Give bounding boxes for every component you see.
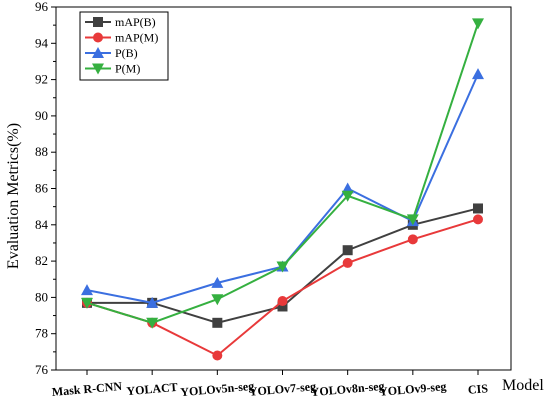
data-point: [407, 234, 418, 245]
y-tick-label: 88: [35, 144, 48, 159]
data-point: [341, 182, 354, 194]
x-tick-label: Mask R-CNN: [51, 379, 123, 399]
x-tick-label: YOLOv5n-seg: [180, 379, 255, 399]
legend-item: mAP(M): [85, 31, 158, 45]
data-point: [472, 18, 484, 30]
y-tick-label: 84: [35, 217, 49, 232]
legend-marker: [92, 63, 104, 75]
data-point: [276, 261, 289, 273]
x-tick-label: YOLOv7-seg: [248, 379, 316, 399]
legend-item: P(M): [85, 62, 140, 76]
y-axis: 76 78 80 82 84 86 88 90 92 94 96: [35, 0, 56, 377]
y-tick-label: 94: [35, 35, 49, 50]
y-tick-label: 90: [35, 108, 48, 123]
y-tick-label: 86: [35, 181, 49, 196]
y-tick-label: 82: [35, 253, 48, 268]
y-tick-label: 76: [35, 362, 49, 377]
series-line: [86, 218, 479, 357]
legend-label: P(B): [115, 46, 138, 60]
x-axis: Mask R-CNN YOLACT YOLOv5n-segYOLOv7-segYOL…: [51, 370, 489, 399]
data-point: [211, 276, 224, 288]
data-point: [212, 317, 223, 328]
x-tick-label: YOLACT: [126, 380, 178, 398]
data-point: [212, 350, 223, 361]
y-tick-label: 92: [35, 72, 48, 87]
data-point: [81, 284, 93, 296]
y-axis-title: Evaluation Metrics(%): [5, 123, 22, 269]
y-tick-label: 80: [35, 289, 48, 304]
data-point: [277, 296, 288, 307]
series-layer: [81, 18, 484, 361]
series-3: [81, 18, 484, 329]
y-tick-label: 78: [35, 326, 48, 341]
legend: mAP(B) mAP(M)P(B) P(M): [79, 11, 169, 81]
legend-item: P(B): [85, 46, 138, 60]
x-tick-label: YOLOv8n-seg: [310, 379, 385, 399]
legend-item: mAP(B): [85, 15, 156, 29]
data-point: [473, 203, 483, 214]
x-tick-label: YOLOv9-seg: [379, 379, 447, 399]
data-point: [473, 214, 483, 225]
legend-label: mAP(M): [115, 31, 158, 45]
data-point: [342, 257, 353, 268]
y-tick-label: 96: [35, 0, 49, 14]
legend-marker: [93, 17, 103, 27]
data-point: [277, 301, 288, 312]
data-point: [146, 296, 159, 308]
data-point: [342, 245, 353, 256]
data-point: [341, 190, 354, 202]
series-1: [82, 214, 483, 361]
legend-marker: [93, 32, 103, 43]
legend-marker: [92, 47, 104, 58]
x-axis-title: Model: [502, 377, 544, 394]
x-tick-label: CIS: [467, 381, 488, 397]
data-point: [406, 214, 419, 226]
data-point: [472, 68, 484, 80]
data-point: [146, 317, 159, 329]
legend-label: P(M): [115, 62, 140, 76]
legend-label: mAP(B): [115, 15, 156, 29]
data-point: [211, 294, 224, 306]
data-point: [81, 297, 93, 309]
